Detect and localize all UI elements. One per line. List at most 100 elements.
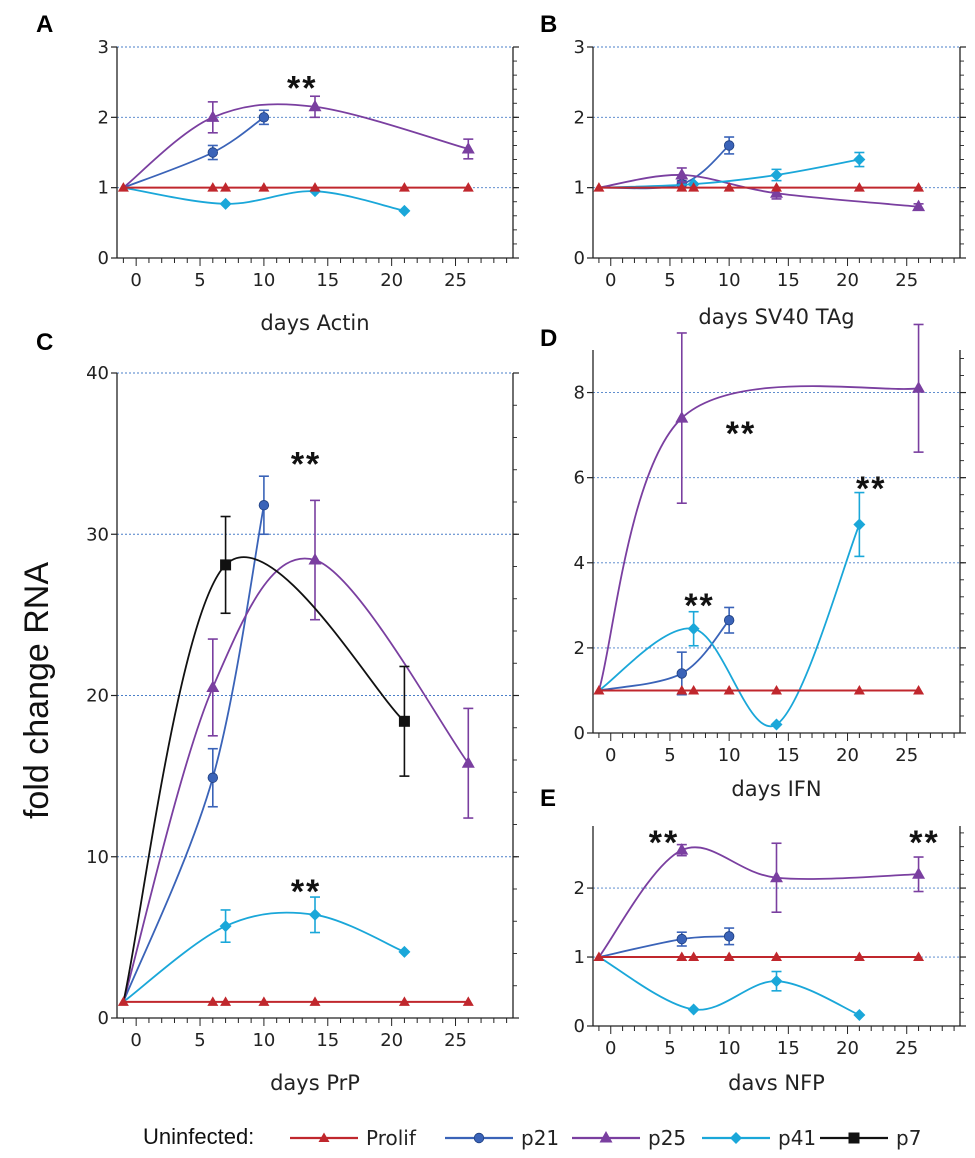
series-p25 xyxy=(122,95,475,189)
chart-panel-c: C 0 10 20 30 40 0 5 10 15 20 25 days PrP fold change … xyxy=(18,329,519,1095)
data-point-prolif xyxy=(853,951,865,962)
legend-item-prolif: Prolif xyxy=(290,1126,417,1150)
x-tick-label: 25 xyxy=(444,1030,467,1051)
data-point-prolif xyxy=(771,684,782,695)
series-line-p41 xyxy=(598,956,860,1016)
data-point-p25 xyxy=(206,110,220,122)
series-prolif xyxy=(117,182,474,192)
data-point-prolif xyxy=(913,951,925,962)
data-point-prolif xyxy=(593,951,605,962)
x-axis-label: days IFN xyxy=(731,777,821,801)
data-point-p41 xyxy=(219,197,232,210)
significance-mark: ** xyxy=(856,470,886,508)
data-point-p41 xyxy=(687,1003,700,1016)
data-point-p21 xyxy=(207,772,219,783)
series-line-p41 xyxy=(122,911,405,1003)
y-axis-label: fold change RNA xyxy=(18,562,56,819)
series-p25 xyxy=(598,323,926,691)
data-point-p25 xyxy=(770,186,783,198)
data-point-p25 xyxy=(675,168,689,180)
data-point-p41 xyxy=(853,153,866,166)
legend-label: p21 xyxy=(521,1126,559,1150)
y-tick-label: 10 xyxy=(86,847,109,868)
x-tick-label: 5 xyxy=(664,270,675,291)
data-point-p25 xyxy=(461,141,475,154)
series-line-p21 xyxy=(598,619,730,692)
y-tick-label: 2 xyxy=(574,107,585,128)
y-tick-label: 0 xyxy=(574,1016,585,1037)
legend-marker-p7 xyxy=(848,1132,860,1144)
legend-label: p41 xyxy=(778,1126,816,1150)
series-p41 xyxy=(122,896,411,1003)
series-line-p25 xyxy=(122,557,470,1003)
data-point-prolif xyxy=(723,951,735,962)
x-tick-label: 15 xyxy=(777,270,800,291)
data-point-p25 xyxy=(675,843,689,855)
significance-mark: ** xyxy=(684,587,714,625)
series-p41 xyxy=(598,491,866,731)
x-tick-label: 25 xyxy=(895,1038,918,1059)
series-p25 xyxy=(122,499,475,1003)
y-tick-label: 20 xyxy=(86,686,109,707)
data-point-p21 xyxy=(723,615,735,626)
y-tick-label: 0 xyxy=(98,1008,109,1029)
chart-panel-d: D 0 2 4 6 8 0 5 10 15 20 25 days IFN ** ** ** xyxy=(540,323,966,801)
data-point-p41 xyxy=(398,945,411,958)
panel-letter: B xyxy=(540,11,557,38)
x-axis-label: davs NFP xyxy=(728,1071,825,1095)
legend-item-p7: p7 xyxy=(820,1126,921,1150)
x-tick-label: 5 xyxy=(664,745,675,766)
data-point-prolif xyxy=(220,182,232,192)
data-point-p25 xyxy=(912,381,926,393)
series-line-p25 xyxy=(598,385,919,691)
x-tick-label: 0 xyxy=(605,1038,616,1059)
x-tick-label: 15 xyxy=(316,1030,339,1051)
y-tick-label: 6 xyxy=(574,468,585,489)
y-tick-label: 4 xyxy=(574,553,585,574)
panel-letter: E xyxy=(540,785,556,812)
series-p21 xyxy=(122,475,270,1003)
x-tick-label: 0 xyxy=(130,270,141,291)
data-point-prolif xyxy=(688,182,700,192)
series-p21 xyxy=(123,109,270,189)
legend-marker-p25 xyxy=(599,1131,613,1143)
significance-mark: ** xyxy=(287,70,317,108)
x-tick-label: 25 xyxy=(895,745,918,766)
series-prolif xyxy=(593,684,925,695)
x-tick-label: 10 xyxy=(718,745,741,766)
x-tick-label: 5 xyxy=(194,270,205,291)
data-point-p25 xyxy=(206,680,220,692)
y-tick-label: 2 xyxy=(98,107,109,128)
legend-marker-p41 xyxy=(730,1132,742,1144)
chart-panel-a: A 0 1 2 3 0 5 10 15 20 25 days Actin ** xyxy=(36,11,519,335)
panel-letter: D xyxy=(540,325,557,352)
legend-item-p41: p41 xyxy=(702,1126,816,1150)
data-point-p25 xyxy=(912,199,926,212)
y-tick-label: 1 xyxy=(574,947,585,968)
x-axis-label: days SV40 TAg xyxy=(698,305,854,329)
y-tick-label: 3 xyxy=(574,37,585,58)
y-tick-label: 2 xyxy=(574,878,585,899)
legend-item-p25: p25 xyxy=(572,1126,686,1150)
data-point-p25 xyxy=(770,870,783,883)
data-point-prolif xyxy=(723,182,735,192)
significance-mark: ** xyxy=(726,415,756,453)
x-tick-label: 20 xyxy=(380,270,403,291)
data-point-p21 xyxy=(207,147,219,158)
data-point-prolif xyxy=(117,996,129,1006)
data-point-prolif xyxy=(398,996,410,1006)
x-tick-label: 20 xyxy=(836,1038,859,1059)
x-tick-label: 5 xyxy=(664,1038,675,1059)
data-point-prolif xyxy=(462,182,474,192)
data-point-prolif xyxy=(220,996,232,1006)
y-tick-label: 3 xyxy=(98,37,109,58)
y-tick-label: 30 xyxy=(86,524,109,545)
x-tick-label: 15 xyxy=(316,270,339,291)
series-line-p25 xyxy=(122,103,469,189)
data-point-p41 xyxy=(398,204,411,217)
data-point-p25 xyxy=(308,553,322,565)
data-point-prolif xyxy=(771,951,782,962)
y-tick-label: 2 xyxy=(574,638,585,659)
series-line-p41 xyxy=(123,186,405,212)
